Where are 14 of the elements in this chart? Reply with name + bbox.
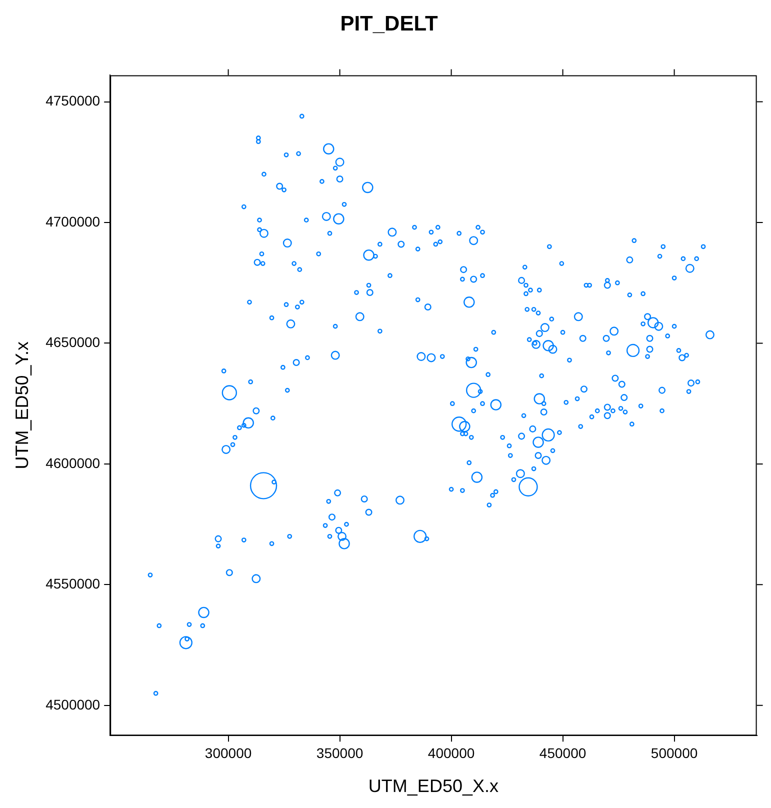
x-tick-label: 300000 — [204, 744, 252, 761]
chart-title: PIT_DELT — [340, 12, 438, 36]
y-tick-label: 4750000 — [46, 92, 100, 109]
y-tick-label: 4600000 — [46, 454, 100, 471]
y-tick-label: 4650000 — [46, 334, 100, 350]
x-tick-label: 350000 — [316, 744, 364, 761]
x-axis-title: UTM_ED50_X.x — [368, 776, 498, 796]
y-axis-title: UTM_ED50_Y.x — [12, 342, 32, 470]
x-tick-label: 400000 — [428, 744, 475, 761]
y-tick-label: 4500000 — [46, 696, 100, 712]
x-tick-label: 500000 — [650, 744, 698, 761]
y-tick-label: 4550000 — [46, 576, 100, 592]
y-tick-label: 4700000 — [46, 213, 100, 230]
x-tick-label: 450000 — [539, 744, 586, 761]
